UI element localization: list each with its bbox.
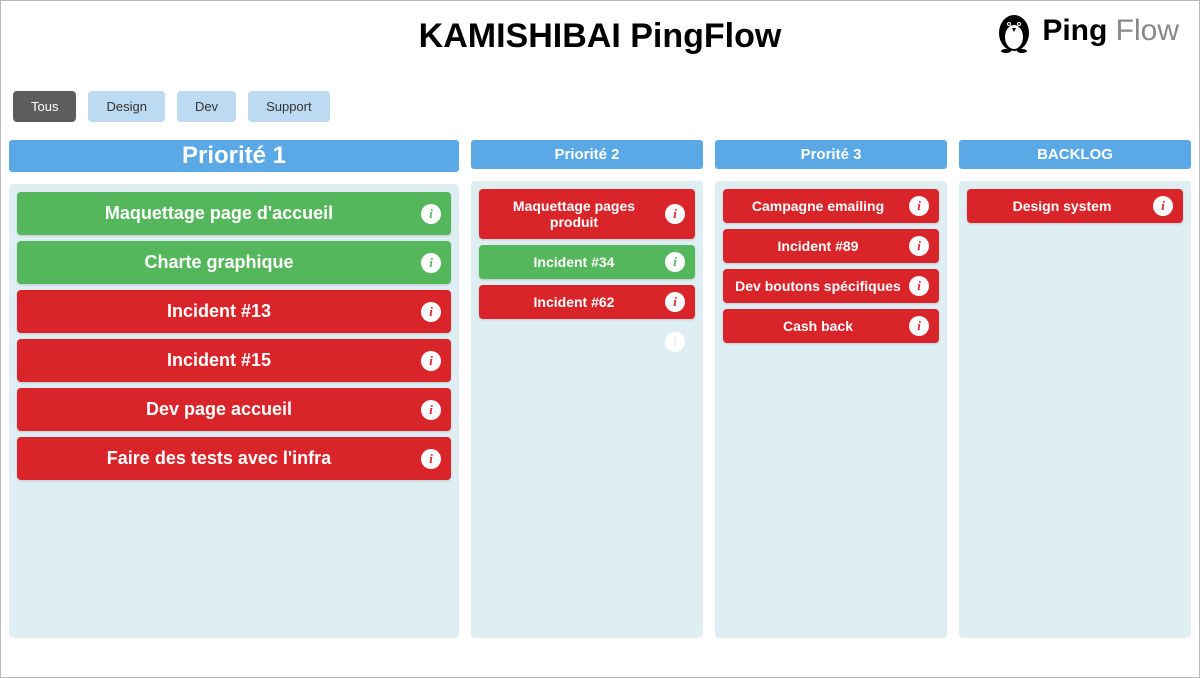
filter-design-button[interactable]: Design <box>88 91 164 122</box>
column-body: Maquettage page d'accueiliCharte graphiq… <box>9 184 459 638</box>
info-icon[interactable]: i <box>421 400 441 420</box>
column-header: Prorité 3 <box>715 140 947 169</box>
card[interactable]: Maquettage pages produit i <box>479 189 695 239</box>
column-body: Campagne emailingiIncident #89iDev bouto… <box>715 181 947 638</box>
info-icon[interactable]: i <box>1153 196 1173 216</box>
filter-support-button[interactable]: Support <box>248 91 330 122</box>
card-label: Incident #62 <box>534 294 615 310</box>
info-icon[interactable]: i <box>421 351 441 371</box>
column-p1: Priorité 1Maquettage page d'accueiliChar… <box>9 140 459 638</box>
card-label: Campagne emailing <box>752 198 884 214</box>
column-header: BACKLOG <box>959 140 1191 169</box>
card[interactable]: Charte graphique i <box>17 241 451 284</box>
logo-text: Ping Flow <box>1042 14 1179 48</box>
info-icon[interactable]: i <box>909 196 929 216</box>
info-icon[interactable]: i <box>665 204 685 224</box>
column-p2: Priorité 2Maquettage pages produitiIncid… <box>471 140 703 638</box>
card-label: Incident #89 <box>778 238 859 254</box>
info-icon[interactable]: i <box>909 236 929 256</box>
header: KAMISHIBAI PingFlow Ping Flow <box>1 1 1199 61</box>
filter-dev-button[interactable]: Dev <box>177 91 236 122</box>
card[interactable]: Maquettage page d'accueil i <box>17 192 451 235</box>
card-label: Dev boutons spécifiques <box>735 278 901 294</box>
card[interactable]: Incident #62 i <box>479 285 695 319</box>
page-title: KAMISHIBAI PingFlow <box>419 17 782 56</box>
card-label: Incident #34 <box>534 254 615 270</box>
filters-bar: Tous Design Dev Support <box>1 61 1199 134</box>
card[interactable]: Cash back i <box>723 309 939 343</box>
info-icon[interactable]: i <box>421 449 441 469</box>
card[interactable]: Incident #89 i <box>723 229 939 263</box>
card[interactable]: Faire des tests avec l'infra i <box>17 437 451 480</box>
info-icon[interactable]: i <box>421 302 441 322</box>
info-icon[interactable]: i <box>421 204 441 224</box>
info-icon[interactable]: i <box>909 276 929 296</box>
info-icon[interactable]: i <box>909 316 929 336</box>
card[interactable]: Dev boutons spécifiques i <box>723 269 939 303</box>
info-icon: i <box>665 332 685 352</box>
column-backlog: BACKLOG Design system i <box>959 140 1191 638</box>
card-label: Maquettage page d'accueil <box>105 203 333 223</box>
penguin-icon <box>994 9 1034 53</box>
card[interactable]: Design system i <box>967 189 1183 223</box>
info-icon[interactable]: i <box>421 253 441 273</box>
card[interactable]: Campagne emailing i <box>723 189 939 223</box>
empty-card-slot: i <box>479 325 695 359</box>
card-label: Maquettage pages produit <box>513 198 635 230</box>
card-label: Incident #15 <box>167 350 271 370</box>
card-label: Dev page accueil <box>146 399 292 419</box>
kanban-board: Priorité 1Maquettage page d'accueiliChar… <box>1 134 1199 650</box>
card[interactable]: Incident #34 i <box>479 245 695 279</box>
card[interactable]: Incident #15 i <box>17 339 451 382</box>
card-label: Design system <box>1013 198 1112 214</box>
logo: Ping Flow <box>994 9 1179 53</box>
filter-tous-button[interactable]: Tous <box>13 91 76 122</box>
card[interactable]: Incident #13 i <box>17 290 451 333</box>
card[interactable]: Dev page accueil i <box>17 388 451 431</box>
column-p3: Prorité 3 Campagne emailing i Incident #89 i… <box>715 140 947 638</box>
column-body: Maquettage pages produitiIncident #34iIn… <box>471 181 703 638</box>
card-label: Cash back <box>783 318 853 334</box>
card-label: Incident #13 <box>167 301 271 321</box>
card-label: Charte graphique <box>144 252 293 272</box>
info-icon[interactable]: i <box>665 252 685 272</box>
column-header: Priorité 2 <box>471 140 703 169</box>
logo-text-bold: Ping <box>1042 14 1107 47</box>
logo-text-light: Flow <box>1107 14 1179 47</box>
info-icon[interactable]: i <box>665 292 685 312</box>
column-header: Priorité 1 <box>9 140 459 172</box>
column-body: Design system i <box>959 181 1191 638</box>
card-label: Faire des tests avec l'infra <box>107 448 331 468</box>
